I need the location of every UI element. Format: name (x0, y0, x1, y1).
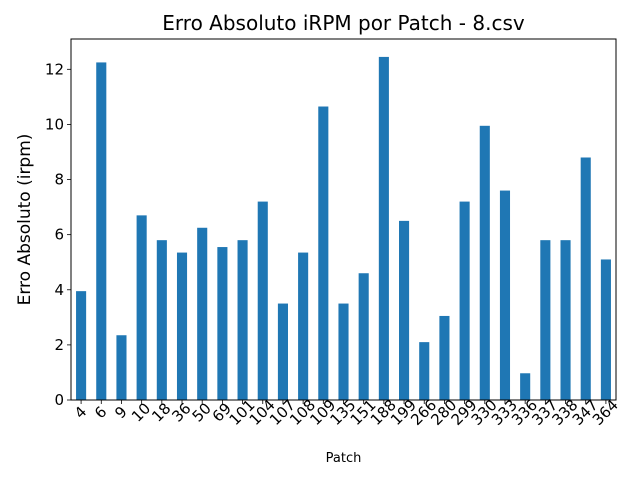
y-tick-label: 6 (54, 226, 64, 244)
y-axis-label: Erro Absoluto (irpm) (15, 134, 35, 306)
y-tick-label: 12 (45, 60, 64, 78)
y-tick-label: 2 (54, 336, 64, 354)
bar-364 (600, 259, 611, 400)
y-axis-ticks: 0 2 4 6 8 10 12 (45, 60, 71, 409)
bar-10 (136, 215, 147, 400)
bar-107 (277, 303, 288, 400)
bar-188 (378, 56, 389, 401)
bar-333 (499, 190, 511, 400)
bar-266 (419, 342, 430, 400)
bar-104 (257, 201, 268, 400)
bar-199 (399, 220, 410, 400)
bar-347 (580, 157, 591, 400)
bar-101 (237, 240, 248, 400)
bar-108 (298, 252, 309, 400)
chart-title: Erro Absoluto iRPM por Patch - 8.csv (162, 11, 525, 35)
y-tick-label: 0 (54, 391, 64, 409)
bars-group (76, 56, 611, 401)
bar-337 (540, 240, 551, 400)
y-tick-label: 10 (45, 115, 64, 133)
y-tick-label: 4 (54, 281, 64, 299)
bar-330 (479, 125, 490, 400)
x-tick-label: 4 (71, 403, 90, 422)
y-tick-label: 8 (54, 171, 64, 189)
bar-50 (197, 227, 208, 400)
bar-280 (439, 315, 450, 400)
bar-135 (338, 303, 349, 400)
x-axis-label: Patch (326, 451, 362, 466)
plot-frame (70, 38, 617, 401)
bar-151 (358, 273, 369, 400)
bar-6 (96, 62, 107, 400)
bar-69 (217, 247, 228, 400)
bar-338 (560, 240, 571, 400)
bar-9 (116, 335, 127, 400)
bar-18 (156, 240, 167, 400)
bar-4 (76, 291, 87, 400)
bar-36 (176, 252, 188, 400)
x-tick-label: 6 (91, 403, 110, 422)
bar-336 (520, 373, 531, 400)
x-axis-ticks: 4 6 91018365069101104107108109135151188199… (71, 396, 622, 429)
bar-299 (459, 201, 470, 400)
bar-109 (318, 106, 329, 401)
